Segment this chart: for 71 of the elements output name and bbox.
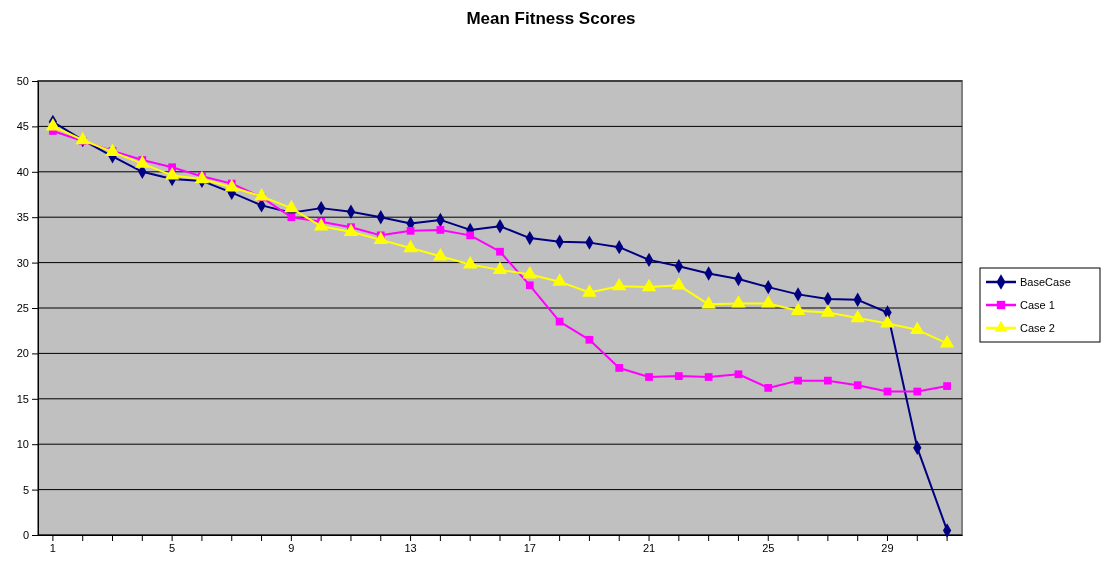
point: [164, 167, 180, 180]
point: [943, 382, 951, 390]
point: [105, 143, 120, 156]
point: [734, 370, 743, 379]
y-tick-label: 25: [16, 302, 29, 315]
point: [135, 155, 150, 168]
point: [525, 281, 534, 290]
point: [880, 315, 895, 328]
point: [850, 309, 865, 323]
point: [403, 239, 418, 253]
x-tick-label: 17: [523, 541, 536, 554]
point: [645, 373, 653, 381]
point: [436, 226, 445, 234]
point: [612, 277, 627, 291]
point: [522, 266, 538, 279]
point: [373, 231, 388, 245]
y-tick-label: 45: [16, 120, 29, 133]
y-tick-label: 0: [22, 529, 29, 542]
point: [496, 247, 504, 256]
point: [254, 187, 269, 201]
y-tick-label: 30: [16, 256, 29, 269]
point: [731, 295, 746, 308]
point: [406, 226, 415, 235]
point: [671, 276, 687, 290]
point: [284, 199, 299, 213]
point: [552, 273, 567, 286]
legend-label: Case 2: [1020, 322, 1055, 334]
y-tick-label: 35: [16, 211, 29, 224]
point: [853, 381, 862, 390]
point: [313, 217, 329, 231]
point: [585, 335, 594, 344]
chart-title: Mean Fitness Scores: [466, 9, 636, 28]
point: [910, 321, 925, 334]
y-tick-label: 5: [22, 483, 29, 496]
point: [701, 296, 716, 309]
x-tick-label: 5: [169, 541, 176, 554]
point: [641, 278, 657, 292]
legend-label: Case 1: [1020, 299, 1055, 311]
legend-label: BaseCase: [1020, 276, 1071, 288]
point: [794, 376, 802, 385]
point: [194, 170, 210, 184]
x-tick-label: 1: [49, 541, 56, 554]
point: [761, 295, 776, 308]
x-tick-label: 29: [881, 541, 894, 554]
point: [824, 376, 832, 385]
point: [287, 213, 296, 222]
x-tick-label: 13: [404, 541, 417, 554]
y-tick-label: 10: [16, 438, 29, 451]
point: [764, 384, 773, 392]
x-tick-label: 9: [288, 541, 295, 554]
point: [462, 256, 478, 269]
point: [674, 372, 683, 380]
point: [224, 178, 239, 192]
point: [820, 304, 836, 317]
point: [790, 302, 806, 315]
point: [939, 335, 955, 348]
point: [45, 118, 61, 131]
point: [582, 284, 597, 297]
point: [913, 387, 922, 396]
y-tick-label: 40: [16, 165, 29, 178]
point: [433, 247, 448, 261]
x-tick-label: 25: [762, 541, 775, 554]
point: [343, 223, 359, 236]
point: [615, 364, 624, 372]
point: [704, 373, 713, 381]
point: [466, 231, 475, 240]
y-tick-label: 50: [16, 75, 29, 88]
point: [492, 261, 508, 275]
y-tick-label: 15: [16, 392, 29, 405]
y-tick-label: 20: [16, 347, 29, 360]
x-tick-label: 21: [642, 541, 656, 554]
